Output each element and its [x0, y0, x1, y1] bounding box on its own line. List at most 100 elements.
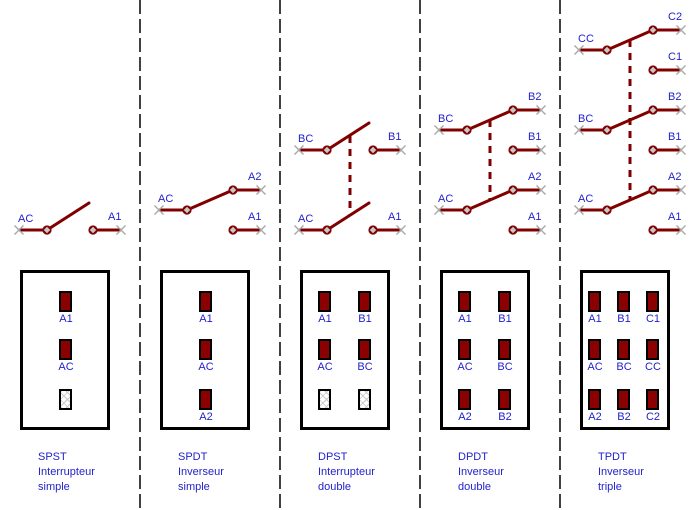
pad-label: A1 — [588, 313, 602, 325]
common-label: BC — [298, 133, 313, 145]
pad-unused — [358, 389, 371, 410]
pad-label: B2 — [498, 411, 512, 423]
switch-lever — [325, 121, 371, 152]
desc-line: Interrupteur — [38, 466, 95, 478]
common-label: AC — [298, 213, 313, 225]
throw-label: C1 — [668, 51, 682, 63]
spdt-schematic: AC A2 A1 — [153, 171, 267, 236]
caption: DPDT Inverseur double — [458, 450, 504, 495]
throw-contact-icon — [648, 145, 658, 155]
type-label: TPDT — [598, 451, 627, 463]
desc-line: simple — [178, 481, 210, 493]
desc-line: Inverseur — [178, 466, 224, 478]
dpdt-schematic: BC B2 B1 AC — [433, 91, 547, 236]
pole-contact-icon — [322, 145, 332, 155]
throw-contact-icon — [368, 225, 378, 235]
pad-ac — [59, 339, 72, 360]
pole-contact-icon — [182, 205, 192, 215]
throw-label: B1 — [528, 131, 541, 143]
pad-ac — [588, 339, 601, 360]
pad-label: B1 — [498, 313, 512, 325]
pad-a1 — [318, 291, 331, 312]
switch-lever — [605, 108, 655, 132]
switch-lever — [465, 108, 515, 132]
throw-label: A1 — [528, 211, 541, 223]
pad-label: AC — [58, 361, 74, 373]
type-label: DPST — [318, 451, 348, 463]
pad-b1 — [617, 291, 630, 312]
pole-contact-icon — [602, 125, 612, 135]
throw-contact-icon — [648, 185, 658, 195]
column-spst: AC A1 A1 AC SPST Interrupteur simple — [0, 0, 140, 510]
tpdt-schematic: CC C2 C1 BC — [573, 11, 687, 236]
throw-label: B2 — [668, 91, 681, 103]
pad-bc — [498, 339, 511, 360]
throw-label: A1 — [388, 211, 401, 223]
pad-a1 — [59, 291, 72, 312]
throw-contact-icon — [648, 25, 658, 35]
pad-a1 — [199, 291, 212, 312]
pad-label: AC — [198, 361, 214, 373]
switch-lever — [605, 188, 655, 212]
throw-contact-icon — [648, 225, 658, 235]
pad-label: B2 — [617, 411, 631, 423]
throw-label: A1 — [668, 211, 681, 223]
switch-unit-a: AC A2 A1 — [433, 171, 547, 236]
common-label: CC — [578, 33, 594, 45]
pad-label: A1 — [59, 313, 73, 325]
throw-contact-icon — [228, 185, 238, 195]
common-label: BC — [438, 113, 453, 125]
throw-label: A1 — [248, 211, 261, 223]
pad-a1 — [458, 291, 471, 312]
caption: TPDT Inverseur triple — [598, 450, 644, 495]
common-label: BC — [578, 113, 593, 125]
throw-label: B1 — [668, 131, 681, 143]
spst-schematic: AC A1 — [13, 201, 127, 236]
pad-ac — [458, 339, 471, 360]
pad-label: A1 — [458, 313, 472, 325]
switch-unit-a: AC A1 — [13, 201, 127, 236]
pad-label: A2 — [588, 411, 602, 423]
switch-unit-b: BC B1 — [293, 121, 407, 156]
throw-contact-icon — [508, 185, 518, 195]
throw-contact-icon — [648, 105, 658, 115]
switch-unit-c: CC C2 C1 — [573, 11, 687, 76]
pad-label: B1 — [358, 313, 372, 325]
dpst-schematic: BC B1 AC A1 — [293, 121, 407, 236]
pad-label: AC — [587, 361, 603, 373]
pad-a2 — [588, 389, 601, 410]
throw-contact-icon — [368, 145, 378, 155]
pole-contact-icon — [42, 225, 52, 235]
type-label: SPST — [38, 451, 67, 463]
pad-cc — [646, 339, 659, 360]
throw-label: C2 — [668, 11, 682, 23]
switch-lever — [325, 201, 371, 232]
footprint-box — [300, 270, 390, 430]
throw-contact-icon — [88, 225, 98, 235]
common-label: AC — [158, 193, 173, 205]
pole-contact-icon — [602, 205, 612, 215]
pad-bc — [617, 339, 630, 360]
column-dpst: BC B1 AC A1 — [280, 0, 420, 510]
throw-contact-icon — [508, 145, 518, 155]
pad-label: A2 — [458, 411, 472, 423]
pad-ac — [318, 339, 331, 360]
desc-line: Inverseur — [458, 466, 504, 478]
switch-unit-b: BC B2 B1 — [433, 91, 547, 156]
pole-contact-icon — [462, 125, 472, 135]
throw-label: B1 — [388, 131, 401, 143]
switch-unit-a: AC A1 — [293, 201, 407, 236]
pad-a1 — [588, 291, 601, 312]
column-tpdt: CC C2 C1 BC — [560, 0, 700, 510]
pad-label: A1 — [199, 313, 213, 325]
pad-label: CC — [645, 361, 661, 373]
throw-contact-icon — [508, 105, 518, 115]
caption: DPST Interrupteur double — [318, 450, 375, 495]
common-label: AC — [578, 193, 593, 205]
pole-contact-icon — [322, 225, 332, 235]
common-label: AC — [438, 193, 453, 205]
pad-label: BC — [357, 361, 373, 373]
footprint-box — [440, 270, 530, 430]
column-spdt: AC A2 A1 A1 AC A2 SPDT Inverseur — [140, 0, 280, 510]
